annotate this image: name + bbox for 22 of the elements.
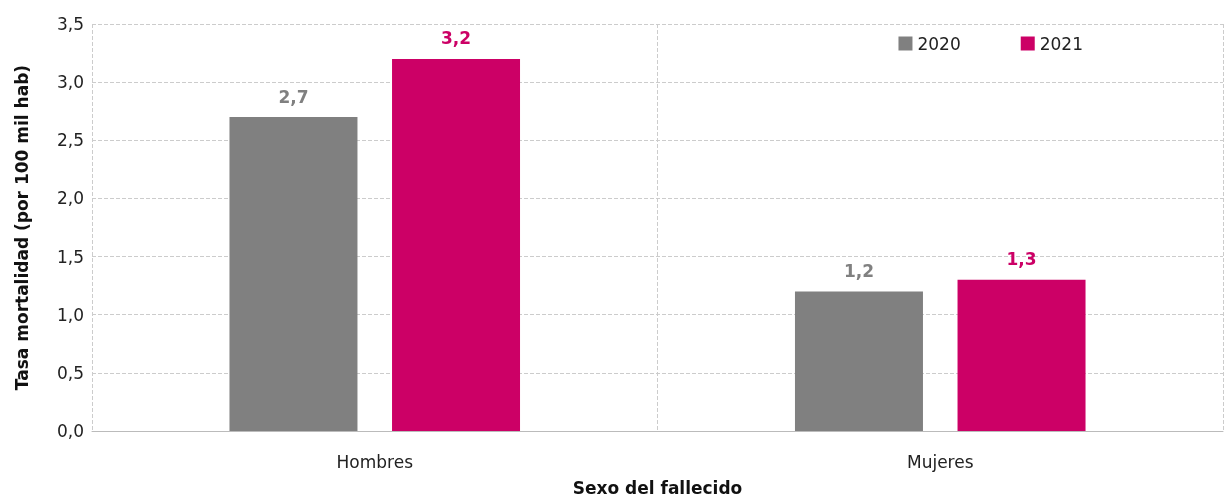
x-tick-label: Hombres — [336, 451, 414, 472]
x-tick-label: Mujeres — [906, 451, 974, 472]
data-label: 3,2 — [440, 28, 472, 49]
bar — [957, 279, 1086, 431]
y-tick-label: 1,5 — [56, 246, 84, 267]
bar — [392, 58, 521, 431]
bar — [794, 291, 923, 431]
y-tick-label: 1,0 — [56, 304, 84, 325]
y-axis-title: Tasa mortalidad (por 100 mil hab) — [11, 64, 32, 391]
data-label: 1,3 — [1006, 249, 1037, 270]
y-tick-label: 2,5 — [56, 130, 84, 151]
y-tick-label: 0,5 — [56, 362, 84, 383]
data-label: 1,2 — [843, 260, 875, 281]
y-tick-label: 2,0 — [56, 188, 84, 209]
data-label: 2,7 — [278, 86, 309, 107]
legend-label: 2021 — [1039, 33, 1083, 54]
y-tick-label: 0,0 — [56, 421, 84, 441]
x-axis-title: Sexo del fallecido — [572, 477, 743, 498]
y-tick-label: 3,0 — [56, 72, 84, 93]
legend-label: 2020 — [917, 33, 961, 54]
bar — [229, 117, 358, 431]
y-tick-label: 3,5 — [56, 14, 84, 34]
